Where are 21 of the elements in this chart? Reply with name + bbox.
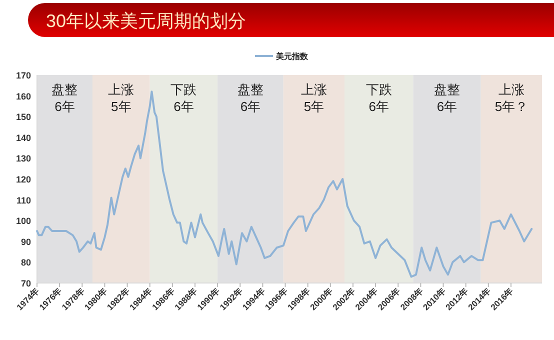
y-tick-label: 150 bbox=[16, 112, 31, 122]
legend-label: 美元指数 bbox=[275, 51, 309, 61]
y-tick-label: 80 bbox=[20, 258, 31, 268]
y-tick-label: 130 bbox=[16, 154, 31, 164]
y-tick-label: 140 bbox=[16, 132, 31, 143]
band-label: 下跌 6年 bbox=[170, 82, 197, 114]
band-label: 盘整 6年 bbox=[434, 82, 460, 114]
y-tick-label: 100 bbox=[16, 216, 31, 226]
band-label: 下跌 6年 bbox=[366, 82, 392, 114]
y-tick-label: 110 bbox=[16, 195, 31, 206]
band-label: 上涨 5年 bbox=[108, 82, 134, 114]
y-tick-label: 70 bbox=[20, 278, 31, 288]
chart-title: 30年以来美元周期的划分 bbox=[46, 11, 246, 31]
band-label: 上涨 5年 bbox=[300, 82, 327, 114]
y-tick-label: 90 bbox=[20, 236, 31, 247]
band-label: 盘整 6年 bbox=[237, 82, 264, 114]
y-tick-label: 160 bbox=[16, 91, 31, 102]
y-tick-label: 120 bbox=[16, 174, 31, 184]
y-tick-label: 170 bbox=[16, 70, 31, 80]
band-label: 上涨 5年？ bbox=[494, 82, 528, 114]
band-label: 盘整 6年 bbox=[52, 82, 78, 114]
